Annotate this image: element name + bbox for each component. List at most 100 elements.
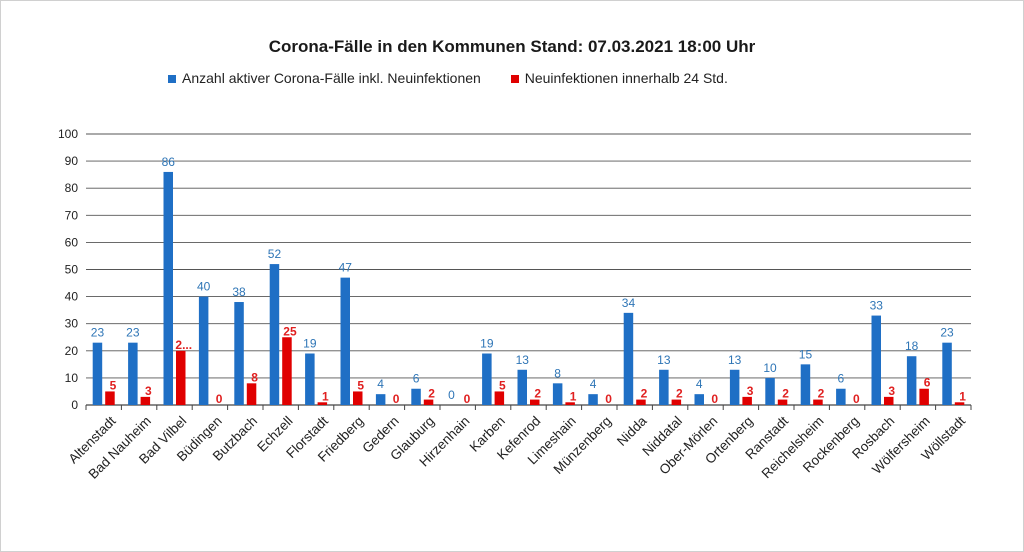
data-label-new-infections: 2 [782, 387, 789, 401]
data-label-active-cases: 18 [905, 339, 919, 353]
y-tick-label: 80 [65, 181, 79, 195]
bar-active-cases [871, 315, 881, 405]
data-label-new-infections: 5 [357, 378, 364, 392]
data-label-new-infections: 0 [464, 392, 471, 406]
bar-active-cases [482, 353, 492, 405]
bar-new-infections [954, 402, 965, 405]
bar-active-cases [128, 342, 138, 405]
bar-new-infections [353, 391, 363, 405]
y-tick-label: 100 [58, 127, 78, 141]
bar-new-infections [565, 402, 575, 405]
bar-active-cases [623, 312, 634, 405]
data-label-new-infections: 1 [570, 389, 577, 403]
data-label-new-infections: 25 [283, 324, 297, 338]
data-label-new-infections: 2 [818, 387, 825, 401]
data-label-new-infections: 0 [393, 392, 400, 406]
bar-new-infections [919, 388, 929, 405]
data-label-active-cases: 47 [339, 261, 353, 275]
bar-new-infections [317, 402, 328, 405]
bar-new-infections [884, 396, 894, 405]
bar-new-infections [636, 399, 646, 405]
bar-active-cases [800, 364, 811, 405]
data-label-active-cases: 23 [940, 326, 954, 340]
bar-new-infections [423, 399, 434, 405]
bar-active-cases [942, 342, 952, 405]
bar-active-cases [340, 277, 350, 405]
data-label-active-cases: 6 [838, 372, 845, 386]
legend-item-active-cases: Anzahl aktiver Corona-Fälle inkl. Neuinf… [168, 70, 481, 86]
bar-active-cases [305, 353, 315, 405]
data-label-new-infections: 2 [641, 387, 648, 401]
data-label-active-cases: 13 [657, 353, 671, 367]
bar-active-cases [836, 388, 846, 405]
data-label-active-cases: 38 [232, 285, 246, 299]
data-label-new-infections: 0 [605, 392, 612, 406]
bar-active-cases [92, 342, 103, 405]
data-label-active-cases: 4 [696, 377, 703, 391]
data-label-new-infections: 3 [145, 384, 152, 398]
bar-active-cases [375, 394, 386, 405]
bar-active-cases [659, 369, 669, 405]
data-label-new-infections: 3 [747, 384, 754, 398]
data-label-active-cases: 13 [728, 353, 742, 367]
data-label-active-cases: 23 [126, 326, 140, 340]
data-label-new-infections: 0 [711, 392, 718, 406]
data-label-active-cases: 13 [516, 353, 530, 367]
data-label-new-infections: 3 [888, 384, 895, 398]
y-tick-label: 20 [65, 344, 79, 358]
data-label-active-cases: 6 [413, 372, 420, 386]
data-label-new-infections: 8 [251, 370, 258, 384]
bar-active-cases [906, 356, 917, 405]
bar-active-cases [552, 383, 563, 405]
bar-active-cases [234, 302, 244, 405]
data-label-new-infections: 5 [110, 378, 117, 392]
data-label-new-infections: 1 [959, 389, 966, 403]
y-tick-label: 0 [71, 398, 78, 412]
bar-new-infections [813, 399, 823, 405]
y-tick-label: 60 [65, 235, 79, 249]
bar-active-cases [411, 388, 421, 405]
bar-active-cases [198, 296, 209, 405]
chart-legend: Anzahl aktiver Corona-Fälle inkl. Neuinf… [168, 69, 754, 86]
y-tick-label: 90 [65, 154, 79, 168]
bar-new-infections [176, 350, 186, 405]
data-label-active-cases: 8 [554, 366, 561, 380]
data-label-active-cases: 52 [268, 247, 282, 261]
data-label-new-infections: 2... [175, 338, 192, 352]
data-label-new-infections: 5 [499, 378, 506, 392]
bar-new-infections [671, 399, 682, 405]
data-label-active-cases: 86 [162, 155, 176, 169]
bar-new-infections [494, 391, 505, 405]
bar-new-infections [105, 391, 115, 405]
bar-active-cases [517, 369, 527, 405]
bar-active-cases [729, 369, 740, 405]
data-label-active-cases: 0 [448, 388, 455, 402]
legend-swatch-active-cases [168, 74, 176, 83]
y-tick-label: 50 [65, 263, 79, 277]
bar-active-cases [588, 394, 598, 405]
y-tick-label: 10 [65, 371, 79, 385]
bar-new-infections [777, 399, 788, 405]
data-label-active-cases: 34 [622, 296, 636, 310]
bar-new-infections [140, 396, 151, 405]
bar-active-cases [765, 377, 775, 405]
data-label-active-cases: 23 [91, 326, 105, 340]
data-label-active-cases: 33 [870, 299, 884, 313]
bar-new-infections [530, 399, 540, 405]
data-label-active-cases: 10 [763, 361, 777, 375]
bar-new-infections [742, 396, 752, 405]
legend-label-new-infections: Neuinfektionen innerhalb 24 Std. [524, 70, 728, 87]
chart-title: Corona-Fälle in den Kommunen Stand: 07.0… [268, 37, 756, 56]
legend-swatch-new-infections [510, 74, 519, 83]
data-label-new-infections: 6 [924, 376, 931, 390]
data-label-active-cases: 40 [197, 280, 211, 294]
y-tick-label: 70 [65, 208, 79, 222]
bar-new-infections [282, 337, 292, 405]
bar-active-cases [269, 264, 280, 405]
data-label-active-cases: 19 [303, 337, 317, 351]
data-label-active-cases: 15 [799, 347, 813, 361]
bar-active-cases [163, 171, 173, 405]
data-label-new-infections: 0 [853, 392, 860, 406]
data-label-new-infections: 1 [322, 389, 329, 403]
